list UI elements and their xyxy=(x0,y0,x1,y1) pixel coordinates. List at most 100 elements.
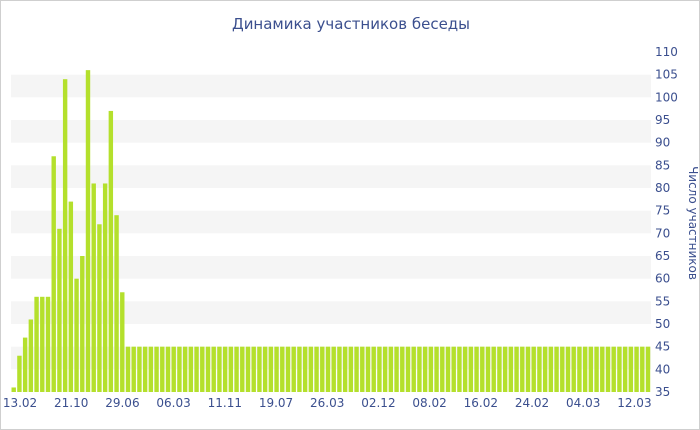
y-tick-label: 40 xyxy=(655,362,670,376)
bar xyxy=(382,346,388,392)
bars-group xyxy=(11,70,651,393)
x-tick-label: 11.11 xyxy=(208,396,242,410)
bar xyxy=(554,346,559,392)
bar xyxy=(525,346,531,392)
bar xyxy=(645,346,651,392)
y-axis-label: Число участников xyxy=(686,166,699,280)
bar xyxy=(628,346,634,392)
bar xyxy=(251,346,256,392)
bar xyxy=(565,346,571,392)
bar xyxy=(451,346,456,392)
bar xyxy=(17,355,22,392)
bar xyxy=(171,346,176,392)
x-tick-label: 29.06 xyxy=(105,396,139,410)
x-tick-label: 16.02 xyxy=(464,396,498,410)
bar xyxy=(411,346,416,392)
y-tick-label: 35 xyxy=(655,385,670,399)
grid-band xyxy=(11,210,651,234)
bar xyxy=(217,346,222,392)
bar xyxy=(371,346,376,392)
x-tick-label: 06.03 xyxy=(156,396,190,410)
bar xyxy=(91,183,96,392)
bar xyxy=(474,346,479,392)
bar xyxy=(302,346,308,392)
bar xyxy=(400,346,405,392)
bar xyxy=(548,346,554,392)
x-tick-label: 08.02 xyxy=(412,396,446,410)
bar xyxy=(182,346,188,392)
bar xyxy=(514,346,519,392)
bar xyxy=(245,346,251,392)
bar xyxy=(622,346,628,392)
bar xyxy=(440,346,445,392)
bar xyxy=(22,337,28,392)
bar xyxy=(28,319,34,392)
bar xyxy=(611,346,616,392)
y-tick-label: 75 xyxy=(655,204,670,218)
x-tick-label: 04.03 xyxy=(566,396,600,410)
chart-title: Динамика участников беседы xyxy=(232,15,470,33)
bar xyxy=(320,346,325,392)
bar xyxy=(45,296,51,392)
grid-band xyxy=(11,256,651,279)
bar xyxy=(462,346,468,392)
bar xyxy=(40,296,45,392)
bar xyxy=(508,346,514,392)
bar xyxy=(194,346,199,392)
x-tick-label: 12.03 xyxy=(617,396,651,410)
bar xyxy=(114,215,119,392)
bar xyxy=(154,346,159,392)
y-tick-label: 70 xyxy=(655,226,670,240)
bar xyxy=(491,346,496,392)
bar xyxy=(377,346,382,392)
bar xyxy=(188,346,194,392)
bar xyxy=(445,346,451,392)
bar xyxy=(262,346,268,392)
bar xyxy=(325,346,331,392)
bar xyxy=(617,346,622,392)
bar xyxy=(520,346,525,392)
bar xyxy=(57,228,62,392)
bar xyxy=(531,346,536,392)
y-axis-ticks: 35 40 45 50 55 60 65 70 75 80 85 90 95 100 105 110 xyxy=(655,45,678,399)
bar xyxy=(102,183,108,392)
bar xyxy=(274,346,279,392)
bar xyxy=(291,346,296,392)
bar xyxy=(131,346,136,392)
bar xyxy=(394,346,399,392)
bar xyxy=(634,346,639,392)
y-tick-label: 95 xyxy=(655,113,670,127)
bar xyxy=(120,292,125,392)
bar xyxy=(142,346,148,392)
bar xyxy=(257,346,262,392)
y-tick-label: 80 xyxy=(655,181,670,195)
y-tick-label: 85 xyxy=(655,158,670,172)
bar xyxy=(388,346,394,392)
bar xyxy=(108,110,114,393)
bar xyxy=(211,346,216,392)
bar xyxy=(594,346,599,392)
grid-band xyxy=(11,165,651,188)
y-tick-label: 65 xyxy=(655,249,670,263)
bar xyxy=(354,346,359,392)
x-axis-ticks: 13.02 21.10 29.06 06.03 11.11 19.07 26.03 02.12… xyxy=(3,396,652,410)
bar xyxy=(285,346,291,392)
x-tick-label: 02.12 xyxy=(361,396,395,410)
bar xyxy=(68,201,74,392)
bar xyxy=(177,346,182,392)
bar xyxy=(222,346,228,392)
bar xyxy=(417,346,422,392)
y-tick-label: 45 xyxy=(655,340,670,354)
bar xyxy=(280,346,285,392)
grid-band xyxy=(11,74,651,98)
bar xyxy=(468,346,474,392)
y-tick-label: 90 xyxy=(655,136,670,150)
bar xyxy=(297,346,302,392)
y-tick-label: 100 xyxy=(655,90,678,104)
bar xyxy=(502,346,508,392)
bar xyxy=(600,346,605,392)
bar xyxy=(480,346,485,392)
bar xyxy=(148,346,154,392)
bar xyxy=(422,346,428,392)
